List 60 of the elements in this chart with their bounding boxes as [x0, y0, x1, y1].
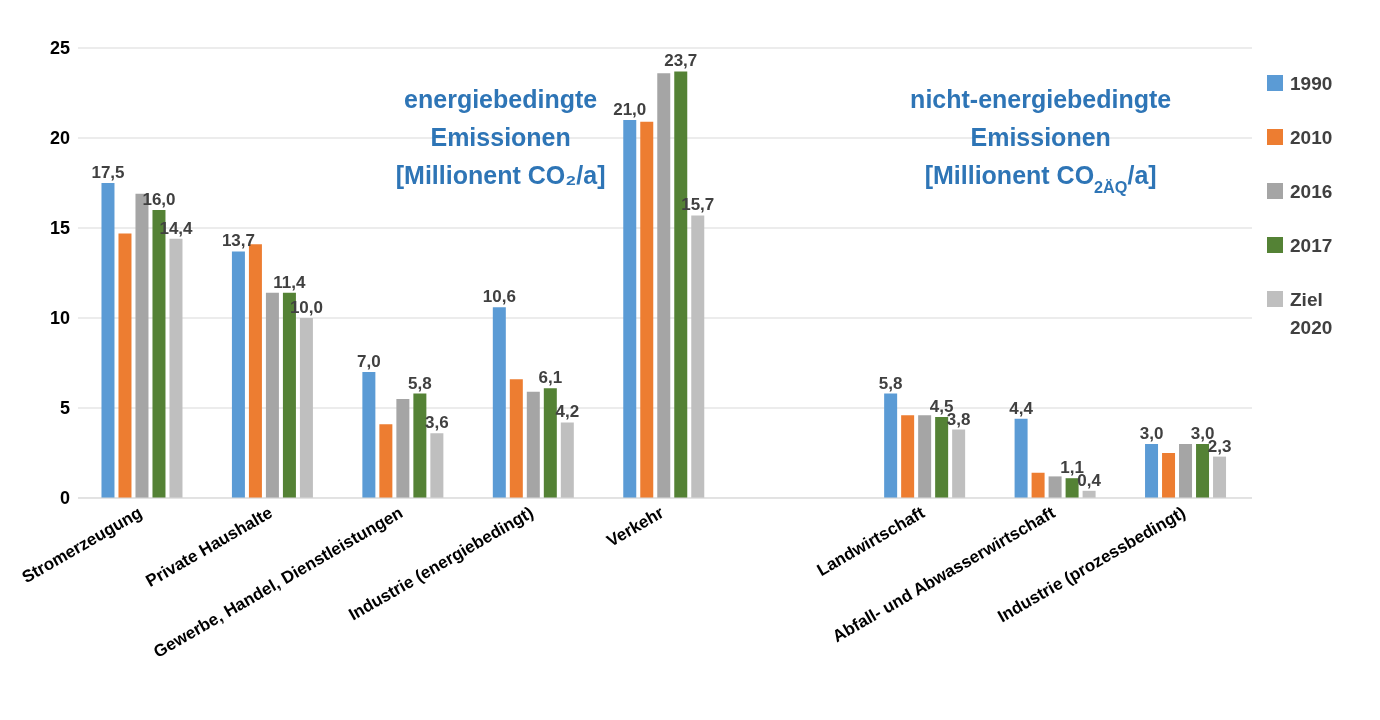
bar	[1145, 444, 1159, 498]
bar	[430, 433, 444, 498]
data-label: 17,5	[91, 163, 125, 182]
bar	[1031, 472, 1045, 498]
bar	[101, 183, 115, 498]
bar	[1014, 418, 1028, 498]
bar	[560, 422, 574, 498]
bar	[1048, 476, 1062, 498]
annotation: energiebedingte Emissionen [Millionent CO₂/a]	[395, 85, 606, 189]
data-label: 23,7	[664, 51, 698, 71]
bar	[1213, 456, 1227, 498]
legend-label: 2017	[1290, 235, 1333, 256]
data-label: 16,0	[142, 190, 176, 209]
bar	[640, 121, 654, 498]
bar	[362, 372, 376, 498]
data-label: 10,6	[482, 287, 516, 307]
bar	[379, 424, 393, 498]
y-tick-label: 20	[49, 128, 70, 149]
data-label: 5,8	[878, 373, 903, 393]
bar	[1179, 444, 1193, 498]
bar	[526, 391, 540, 498]
bar	[623, 120, 637, 498]
bar	[901, 415, 915, 498]
bar	[492, 307, 506, 498]
bar	[413, 393, 427, 498]
legend-label: 2016	[1290, 181, 1333, 202]
bar	[691, 215, 705, 498]
data-label: 13,7	[221, 231, 255, 251]
bar	[265, 292, 279, 498]
data-label: 11,4	[273, 272, 307, 292]
bar	[884, 393, 898, 498]
legend-label: 2010	[1290, 127, 1333, 148]
legend-label: 1990	[1290, 73, 1333, 94]
data-label: 7,0	[357, 352, 381, 371]
bar	[1065, 478, 1079, 498]
data-label: 21,0	[613, 100, 647, 119]
y-tick-label: 5	[59, 398, 70, 419]
bar	[952, 429, 966, 498]
y-tick-label: 10	[49, 308, 70, 329]
bar	[231, 251, 245, 498]
bar	[299, 318, 313, 498]
data-label: 5,8	[408, 373, 432, 393]
bar	[918, 415, 932, 498]
bar	[1196, 444, 1210, 498]
data-label: 3,0	[1139, 424, 1164, 443]
bar	[1162, 453, 1176, 498]
y-tick-label: 25	[49, 38, 70, 59]
bar	[169, 238, 183, 498]
bar	[396, 399, 410, 498]
bar	[118, 233, 132, 498]
y-tick-label: 15	[49, 218, 70, 239]
bar	[509, 379, 523, 498]
legend-label: Ziel 2020	[1290, 289, 1333, 338]
data-label: 6,1	[538, 368, 563, 388]
bar	[543, 388, 557, 498]
y-tick-label: 0	[59, 488, 70, 509]
bar	[657, 73, 671, 498]
data-label: 4,4	[1009, 398, 1034, 418]
annotation: nicht-energiebedingte Emissionen [Millionent CO$_{2ÄQ}$/a]	[910, 85, 1172, 196]
bar	[935, 417, 949, 498]
